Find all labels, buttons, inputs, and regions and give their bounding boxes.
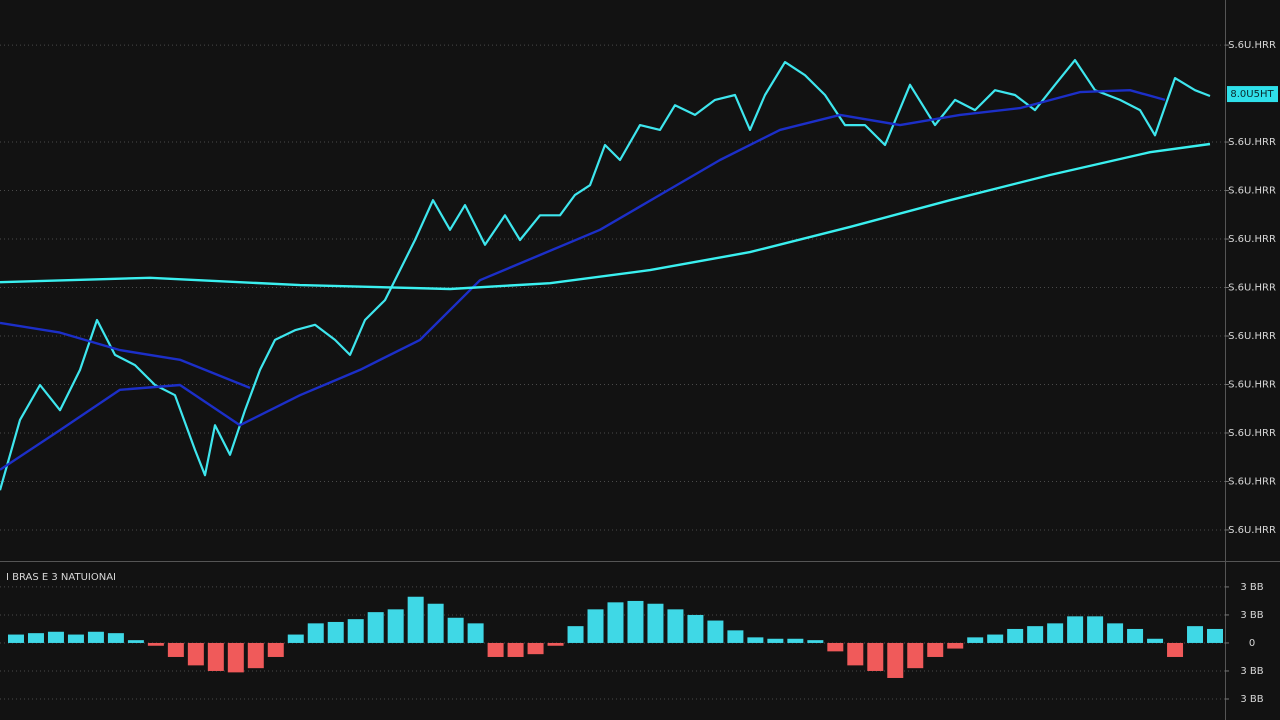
histogram-bar [427, 603, 444, 643]
price-tag-label: 8.0U5HT [1230, 89, 1274, 100]
histogram-bar [187, 642, 204, 666]
histogram-bar [87, 631, 104, 643]
indicator-title: I BRAS E 3 NATUIONAI [6, 572, 116, 583]
series-line [0, 59, 1211, 491]
price-tag [1227, 86, 1278, 103]
histogram-bar [287, 634, 304, 643]
histogram-bar [227, 642, 244, 673]
histogram-bar [947, 642, 964, 649]
histogram-bar [907, 642, 924, 669]
y-tick-label: S.6U.HRR [1228, 186, 1276, 197]
histogram-bar [527, 642, 544, 655]
y-tick-label: S.6U.HRR [1228, 331, 1276, 342]
histogram-bar [347, 619, 364, 643]
histogram-bar [507, 642, 524, 657]
histogram-bar [127, 640, 144, 643]
histogram-bar [387, 609, 404, 643]
histogram-bar [1147, 638, 1164, 643]
histogram-bar [847, 642, 864, 666]
histogram-bar [547, 642, 564, 646]
histogram-bar [327, 621, 344, 643]
y-tick-label: 3 BB [1240, 582, 1263, 593]
histogram-bar [407, 596, 424, 643]
histogram-bar [47, 631, 64, 643]
y-tick-label: 3 BB [1240, 666, 1263, 677]
histogram-bar [607, 602, 624, 643]
histogram-bar [467, 623, 484, 643]
histogram-bar [487, 642, 504, 657]
histogram-bar [967, 637, 984, 643]
histogram-bar [1127, 628, 1144, 643]
histogram-bar [67, 634, 84, 643]
histogram-bar [587, 609, 604, 643]
histogram-bar [1067, 616, 1084, 643]
histogram-bar [107, 633, 124, 643]
series-line [0, 142, 1211, 291]
histogram-bar [887, 642, 904, 678]
histogram-bar [7, 634, 24, 643]
series-line [0, 321, 251, 390]
histogram-bar [147, 642, 164, 646]
histogram-bar [307, 623, 324, 643]
histogram-bar [987, 634, 1004, 643]
histogram-bar [807, 640, 824, 643]
histogram-bar [787, 638, 804, 643]
histogram-bar [1207, 628, 1224, 643]
y-tick-label: 0 [1249, 638, 1255, 649]
histogram-bar [1047, 623, 1064, 643]
y-tick-label: 3 BB [1240, 610, 1263, 621]
histogram-bar [1187, 626, 1204, 643]
histogram-bar [207, 642, 224, 671]
y-tick-label: S.6U.HRR [1228, 428, 1276, 439]
y-tick-label: 3 BB [1240, 694, 1263, 705]
y-tick-label: S.6U.HRR [1228, 525, 1276, 536]
histogram-bar [767, 638, 784, 643]
y-tick-label: S.6U.HRR [1228, 40, 1276, 51]
y-tick-label: S.6U.HRR [1228, 476, 1276, 487]
histogram-bar [267, 642, 284, 657]
histogram-bar [27, 633, 44, 643]
histogram-bar [1087, 616, 1104, 643]
histogram-bar [167, 642, 184, 657]
histogram-bar [727, 630, 744, 643]
histogram-bar [747, 637, 764, 643]
histogram-bar [1027, 626, 1044, 643]
histogram-bar [247, 642, 264, 669]
histogram-bar [707, 620, 724, 643]
histogram-bar [687, 614, 704, 643]
histogram-bar [1007, 628, 1024, 643]
histogram-bar [867, 642, 884, 671]
histogram-bar [667, 609, 684, 643]
y-tick-label: S.6U.HRR [1228, 137, 1276, 148]
y-tick-label: S.6U.HRR [1228, 379, 1276, 390]
series-line [0, 89, 1166, 471]
histogram-bar [447, 617, 464, 643]
histogram-bar [1167, 642, 1184, 657]
histogram-bar [827, 642, 844, 652]
histogram-bar [367, 612, 384, 643]
histogram-bar [927, 642, 944, 657]
histogram-bar [1107, 623, 1124, 643]
histogram-bar [567, 626, 584, 643]
y-tick-label: S.6U.HRR [1228, 234, 1276, 245]
histogram-bar [647, 603, 664, 643]
histogram-bar [627, 600, 644, 643]
y-tick-label: S.6U.HRR [1228, 283, 1276, 294]
